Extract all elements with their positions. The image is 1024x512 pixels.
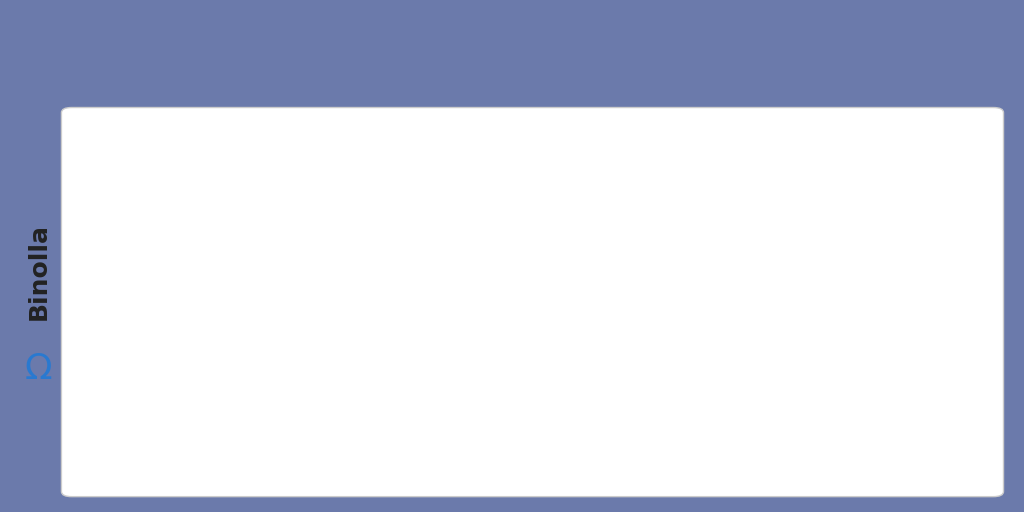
Bar [908,204,919,209]
Bar [794,166,804,171]
Bar [741,214,752,219]
Bar [831,155,842,438]
Bar [716,235,726,438]
Bar [756,209,766,438]
Bar [679,262,689,267]
Bar [768,209,777,438]
Bar [615,363,625,438]
Bar [780,187,790,438]
Bar [691,251,701,438]
Text: 3.65: 3.65 [963,196,989,206]
Bar [716,230,726,235]
Bar [856,150,866,155]
Bar [615,358,625,363]
Bar [589,411,599,438]
Bar [641,310,651,315]
Bar [894,187,904,438]
Bar [894,182,904,187]
Bar [768,204,777,209]
Bar [921,209,931,438]
Bar [818,155,828,438]
Bar [844,155,854,438]
Bar [806,150,816,155]
Bar [868,155,879,438]
Bar [703,235,714,438]
Bar [908,209,919,438]
Bar [666,283,676,438]
Bar [589,406,599,411]
Bar [729,219,739,438]
Bar [794,171,804,438]
Bar [818,150,828,155]
Bar [856,155,866,438]
Bar [883,166,892,171]
Bar [921,204,931,209]
Bar [883,171,892,438]
Text: © Fair Economy: © Fair Economy [122,135,201,145]
Bar [756,204,766,209]
Bar [691,246,701,251]
Bar [729,214,739,219]
Bar [666,278,676,283]
Bar [703,230,714,235]
Text: Ω: Ω [26,352,52,386]
Bar [831,150,842,155]
Bar [679,267,689,438]
Text: 3.34: 3.34 [963,216,989,226]
Text: Binolla: Binolla [27,223,51,320]
Bar [868,150,879,155]
Bar [780,182,790,187]
Bar [806,155,816,438]
Bar [741,219,752,438]
Bar [844,150,854,155]
Bar [641,315,651,438]
